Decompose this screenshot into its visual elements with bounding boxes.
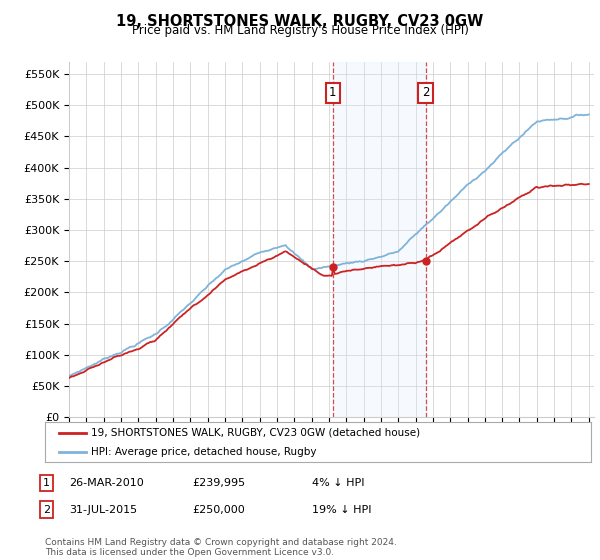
Text: 1: 1 (329, 86, 337, 99)
Text: 31-JUL-2015: 31-JUL-2015 (69, 505, 137, 515)
Bar (333, 62, 425, 417)
Text: 19% ↓ HPI: 19% ↓ HPI (312, 505, 371, 515)
Text: 1: 1 (43, 478, 50, 488)
Text: 2: 2 (422, 86, 430, 99)
Text: 19, SHORTSTONES WALK, RUGBY, CV23 0GW (detached house): 19, SHORTSTONES WALK, RUGBY, CV23 0GW (d… (91, 428, 421, 438)
Text: £250,000: £250,000 (192, 505, 245, 515)
Text: Contains HM Land Registry data © Crown copyright and database right 2024.
This d: Contains HM Land Registry data © Crown c… (45, 538, 397, 557)
Text: Price paid vs. HM Land Registry's House Price Index (HPI): Price paid vs. HM Land Registry's House … (131, 24, 469, 37)
Text: 4% ↓ HPI: 4% ↓ HPI (312, 478, 365, 488)
Text: 2: 2 (43, 505, 50, 515)
Text: £239,995: £239,995 (192, 478, 245, 488)
Text: 26-MAR-2010: 26-MAR-2010 (69, 478, 144, 488)
Text: HPI: Average price, detached house, Rugby: HPI: Average price, detached house, Rugb… (91, 447, 317, 457)
Text: 19, SHORTSTONES WALK, RUGBY, CV23 0GW: 19, SHORTSTONES WALK, RUGBY, CV23 0GW (116, 14, 484, 29)
